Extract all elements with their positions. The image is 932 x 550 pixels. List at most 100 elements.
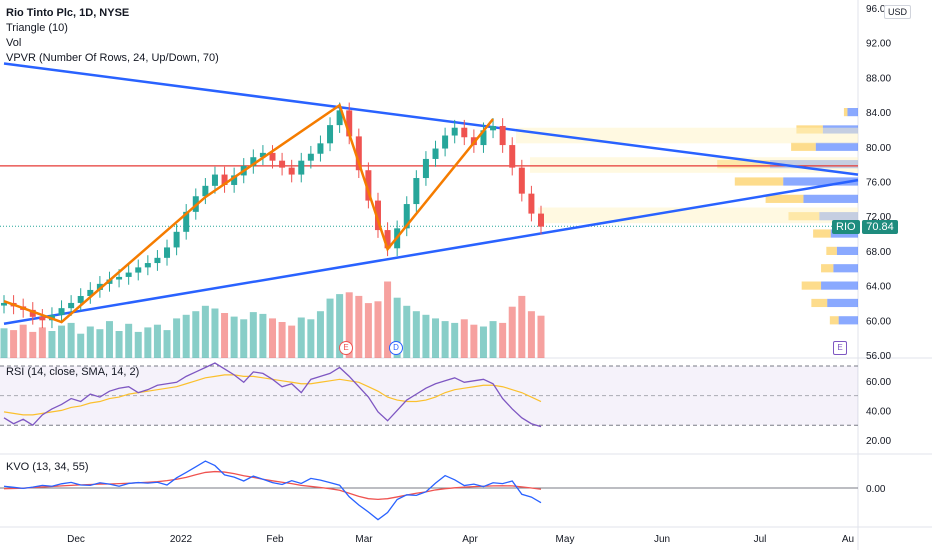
time-tick-label: May — [556, 534, 575, 545]
vpvr-row-up — [821, 281, 858, 290]
candle-body — [202, 185, 209, 197]
volume-bar — [48, 331, 56, 358]
vpvr-row-up — [827, 298, 858, 308]
volume-bar — [479, 326, 487, 358]
time-tick-label: Feb — [266, 534, 284, 545]
vpvr-value-area — [530, 157, 858, 173]
candle-body — [250, 157, 257, 166]
volume-bar — [115, 331, 123, 358]
vpvr-row-up — [815, 142, 858, 151]
volume-bar — [201, 305, 209, 358]
vpvr-row-down — [843, 108, 848, 117]
vpvr-row-up — [783, 177, 858, 186]
candle-body — [317, 143, 324, 154]
volume-bar — [278, 322, 286, 358]
indicator-vpvr[interactable]: VPVR (Number Of Rows, 24, Up/Down, 70) — [6, 52, 219, 64]
time-tick-label: Jul — [754, 534, 767, 545]
volume-bar — [96, 329, 104, 358]
candle-body — [135, 267, 142, 273]
price-tick-label: 92.00 — [866, 39, 891, 50]
volume-bar — [77, 333, 85, 358]
vpvr-row-down — [821, 264, 834, 273]
volume-bar — [470, 324, 478, 358]
volume-bar — [38, 327, 46, 358]
vpvr-row-down — [829, 316, 839, 325]
volume-bar — [441, 321, 449, 358]
volume-bar — [326, 298, 334, 358]
time-tick-label: Apr — [462, 534, 478, 545]
rsi-line — [3, 362, 542, 428]
volume-bar — [403, 305, 411, 358]
volume-bar — [307, 319, 315, 358]
time-tick-label: 2022 — [170, 534, 193, 545]
kvo-line — [3, 460, 542, 521]
vpvr-row-up — [847, 108, 858, 117]
candle-body — [259, 152, 266, 158]
price-tick-label: 60.00 — [866, 316, 891, 327]
candle-body — [374, 200, 381, 231]
vpvr-row-down — [801, 281, 822, 290]
candle-body — [1, 302, 7, 306]
rsi-tick-label: 40.00 — [866, 406, 891, 417]
currency-label[interactable]: USD — [884, 5, 912, 19]
dividend-marker[interactable]: D — [389, 341, 403, 355]
last-price-badge: 70.84 — [862, 220, 898, 234]
volume-bar — [67, 322, 75, 358]
candle-body — [336, 110, 343, 126]
price-tick-label: 80.00 — [866, 143, 891, 154]
candle-body — [509, 145, 516, 168]
candle-body — [480, 130, 487, 146]
volume-bar — [86, 326, 94, 358]
candle-body — [58, 308, 65, 316]
kvo-pane-label[interactable]: KVO (13, 34, 55) — [6, 461, 89, 473]
rsi-pane-label[interactable]: RSI (14, close, SMA, 14, 2) — [6, 366, 140, 378]
candle-body — [116, 276, 123, 280]
triangle-upper-line — [3, 62, 859, 176]
volume-bar — [29, 331, 37, 358]
candle-body — [307, 153, 314, 161]
vpvr-row-down — [826, 246, 837, 255]
kvo-tick-label: 0.00 — [866, 484, 886, 495]
candle-body — [231, 175, 238, 185]
earnings-marker[interactable]: E — [339, 341, 353, 355]
price-tick-label: 96.00 — [866, 4, 891, 15]
volume-bar — [211, 308, 219, 358]
candle-body — [442, 135, 449, 149]
volume-bar — [374, 301, 382, 358]
candle-body — [68, 302, 75, 309]
volume-bar — [269, 318, 276, 358]
volume-bar — [249, 312, 257, 358]
volume-bar — [384, 281, 392, 358]
volume-bar — [412, 311, 420, 358]
vpvr-value-area — [516, 127, 858, 144]
candle-body — [499, 125, 506, 146]
candle-body — [87, 289, 94, 297]
candle-body — [538, 213, 544, 227]
volume-bar — [489, 321, 497, 358]
candle-body — [422, 158, 429, 179]
time-tick-label: Dec — [67, 534, 85, 545]
candle-body — [461, 127, 468, 138]
volume-bar — [508, 306, 516, 358]
time-tick-label: Mar — [355, 534, 373, 545]
triangle-pattern-line — [3, 103, 495, 324]
volume-bar — [19, 324, 27, 358]
candle-body — [29, 309, 36, 317]
future-earnings-marker[interactable]: E — [833, 341, 847, 355]
indicator-volume[interactable]: Vol — [6, 37, 22, 49]
candle-body — [355, 136, 362, 171]
price-tick-label: 76.00 — [866, 178, 891, 189]
volume-bar — [316, 311, 324, 358]
volume-bar — [221, 313, 229, 358]
vpvr-row-down — [734, 177, 784, 186]
candle-body — [346, 110, 353, 137]
candle-body — [154, 257, 161, 264]
volume-bar — [105, 321, 113, 358]
candle-body — [164, 247, 171, 258]
candle-body — [288, 167, 295, 175]
symbol-title[interactable]: Rio Tinto Plc, 1D, NYSE — [6, 7, 130, 19]
indicator-triangle[interactable]: Triangle (10) — [6, 22, 68, 34]
volume-bar — [288, 325, 296, 358]
candle-body — [365, 170, 372, 201]
